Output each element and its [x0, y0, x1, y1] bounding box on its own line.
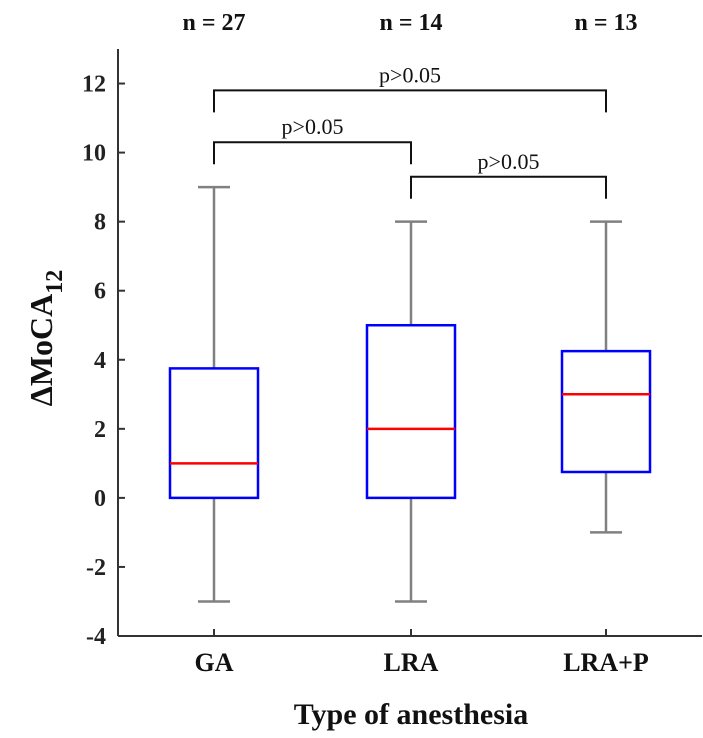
y-tick-label: 2	[94, 417, 106, 443]
x-tick-label: LRA+P	[563, 648, 649, 677]
y-tick-label: 4	[94, 348, 106, 374]
p-value-label: p>0.05	[478, 149, 540, 174]
y-tick-label: -4	[86, 624, 106, 650]
significance-bracket	[410, 175, 607, 199]
significance-bracket	[213, 89, 607, 113]
significance-bracket	[213, 141, 412, 165]
y-tick-label: -2	[86, 555, 106, 581]
y-tick-label: 10	[82, 141, 106, 167]
y-axis-label-subscript: 12	[42, 270, 68, 294]
p-value-label: p>0.05	[282, 114, 344, 139]
sample-size-label: n = 27	[182, 10, 245, 36]
y-tick-label: 12	[82, 72, 106, 98]
y-axis-label-main: ΔMoCA	[23, 294, 59, 406]
y-tick-label: 0	[94, 486, 106, 512]
plot-area: -4 -2 0 2 4 6 8 10 12 GA n = 27 LRA n = 14 LRA+P n = 1…	[82, 10, 702, 677]
y-tick-label: 6	[94, 279, 106, 305]
iqr-box	[560, 349, 652, 474]
sample-size-label: n = 13	[574, 10, 637, 36]
iqr-box	[168, 367, 260, 500]
x-tick-label: LRA	[384, 648, 439, 677]
y-tick-label: 8	[94, 210, 106, 236]
x-tick-label: GA	[195, 648, 234, 677]
sample-size-label: n = 14	[379, 10, 442, 36]
x-axis-label: Type of anesthesia	[294, 698, 528, 731]
y-axis-label: ΔMoCA12	[23, 270, 68, 406]
p-value-label: p>0.05	[379, 62, 441, 87]
iqr-box	[365, 323, 457, 500]
